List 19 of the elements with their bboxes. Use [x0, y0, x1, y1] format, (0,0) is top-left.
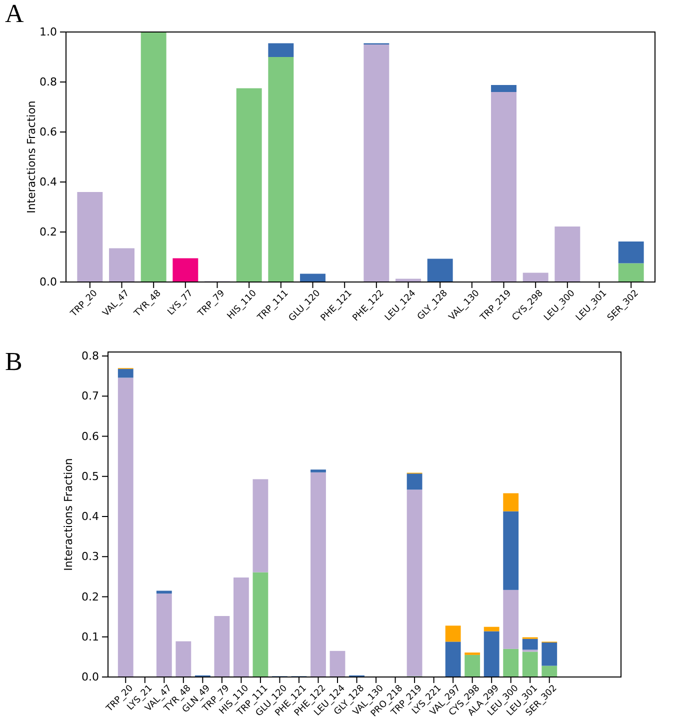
y-tick-label: 0.0 — [40, 276, 57, 289]
y-tick-label: 0.6 — [40, 126, 57, 139]
y-tick-label: 0.2 — [82, 590, 99, 604]
y-tick-label: 0.5 — [82, 470, 99, 483]
y-tick-label: 0.6 — [82, 430, 99, 443]
y-tick-label: 0.7 — [82, 390, 99, 403]
chart-title: B — [5, 347, 22, 376]
y-tick-label: 0.1 — [82, 630, 99, 644]
y-tick-label: 0.8 — [82, 350, 99, 363]
y-tick-label: 1.0 — [40, 26, 57, 39]
y-axis-title: Interactions Fraction — [25, 100, 38, 214]
y-tick-label: 0.4 — [82, 510, 99, 524]
y-tick-label: 0.4 — [40, 176, 57, 189]
y-axis-title: Interactions Fraction — [62, 458, 75, 571]
y-tick-label: 0.3 — [82, 550, 99, 564]
chart-title: A — [5, 0, 24, 28]
y-tick-label: 0.8 — [40, 76, 57, 89]
y-tick-label: 0.2 — [40, 226, 57, 239]
y-tick-label: 0.0 — [82, 670, 99, 684]
